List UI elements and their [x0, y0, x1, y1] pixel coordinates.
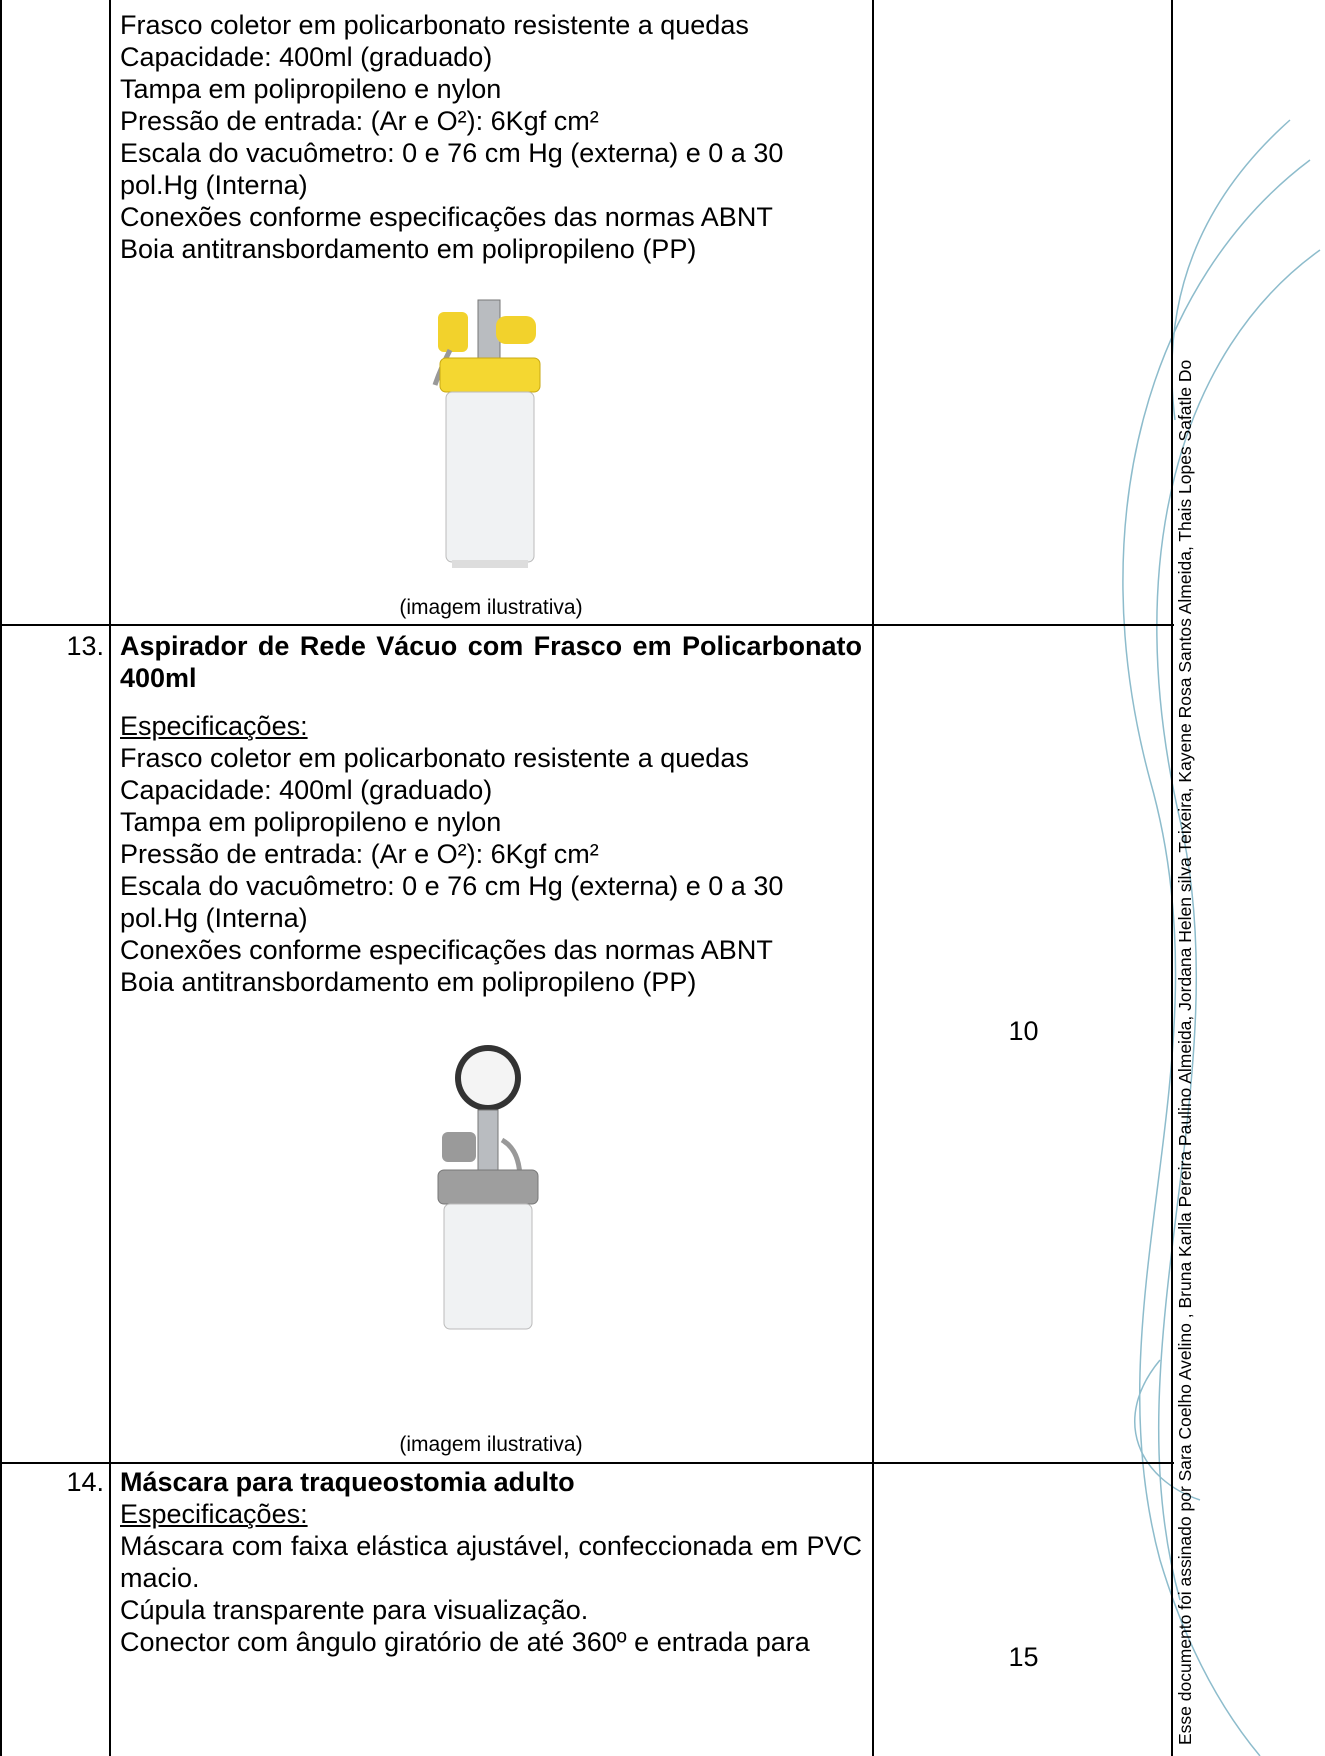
text-line: Cúpula transparente para visualização.: [120, 1595, 589, 1625]
spec-label: Especificações:: [120, 1499, 308, 1529]
item-title: Máscara para traqueostomia adulto: [120, 1467, 575, 1497]
text-line: pol.Hg (Interna): [120, 903, 308, 933]
signature: Esse documento foi assinado por Sara Coe…: [1175, 360, 1195, 1745]
text-line: Conexões conforme especificações das nor…: [120, 935, 773, 965]
border: [872, 0, 874, 1756]
text-line: Boia antitransbordamento em polipropilen…: [120, 967, 697, 997]
text-line: Tampa em polipropileno e nylon: [120, 74, 502, 104]
text-line: Escala do vacuômetro: 0 e 76 cm Hg (exte…: [120, 871, 784, 901]
text-line: Pressão de entrada: (Ar e O²): 6Kgf cm²: [120, 839, 599, 869]
bottle-image: [432, 299, 541, 568]
text-line: Conector com ângulo giratório de até 360…: [120, 1627, 810, 1657]
border: [0, 624, 1174, 626]
item-number: 13.: [66, 631, 104, 661]
text-line: Máscara com faixa elástica ajustável, co…: [120, 1531, 862, 1593]
item-title: Aspirador de Rede Vácuo com Frasco em Po…: [120, 631, 862, 693]
description: Frasco coletor em policarbonato resisten…: [120, 9, 862, 265]
border: [109, 0, 111, 1756]
border: [0, 1462, 1174, 1464]
description: Aspirador de Rede Vácuo com Frasco em Po…: [120, 630, 862, 998]
text-line: pol.Hg (Interna): [120, 170, 308, 200]
text-line: Conexões conforme especificações das nor…: [120, 202, 773, 232]
caption: (imagem ilustrativa): [399, 1433, 583, 1456]
quantity: 15: [1008, 1642, 1039, 1672]
quantity: 10: [1008, 1016, 1039, 1046]
text-line: Tampa em polipropileno e nylon: [120, 807, 502, 837]
text-line: Frasco coletor em policarbonato resisten…: [120, 743, 749, 773]
border: [0, 0, 2, 1756]
text-line: Escala do vacuômetro: 0 e 76 cm Hg (exte…: [120, 138, 784, 168]
text-line: Pressão de entrada: (Ar e O²): 6Kgf cm²: [120, 106, 599, 136]
description: Máscara para traqueostomia adulto Especi…: [120, 1466, 862, 1658]
text-line: Capacidade: 400ml (graduado): [120, 42, 493, 72]
spec-label: Especificações:: [120, 711, 308, 741]
bottle-image: [437, 1045, 539, 1330]
caption: (imagem ilustrativa): [399, 596, 583, 619]
text-line: Boia antitransbordamento em polipropilen…: [120, 234, 697, 264]
text-line: Capacidade: 400ml (graduado): [120, 775, 493, 805]
border: [1171, 0, 1173, 1756]
text-line: Frasco coletor em policarbonato resisten…: [120, 10, 749, 40]
item-number: 14.: [66, 1467, 104, 1497]
